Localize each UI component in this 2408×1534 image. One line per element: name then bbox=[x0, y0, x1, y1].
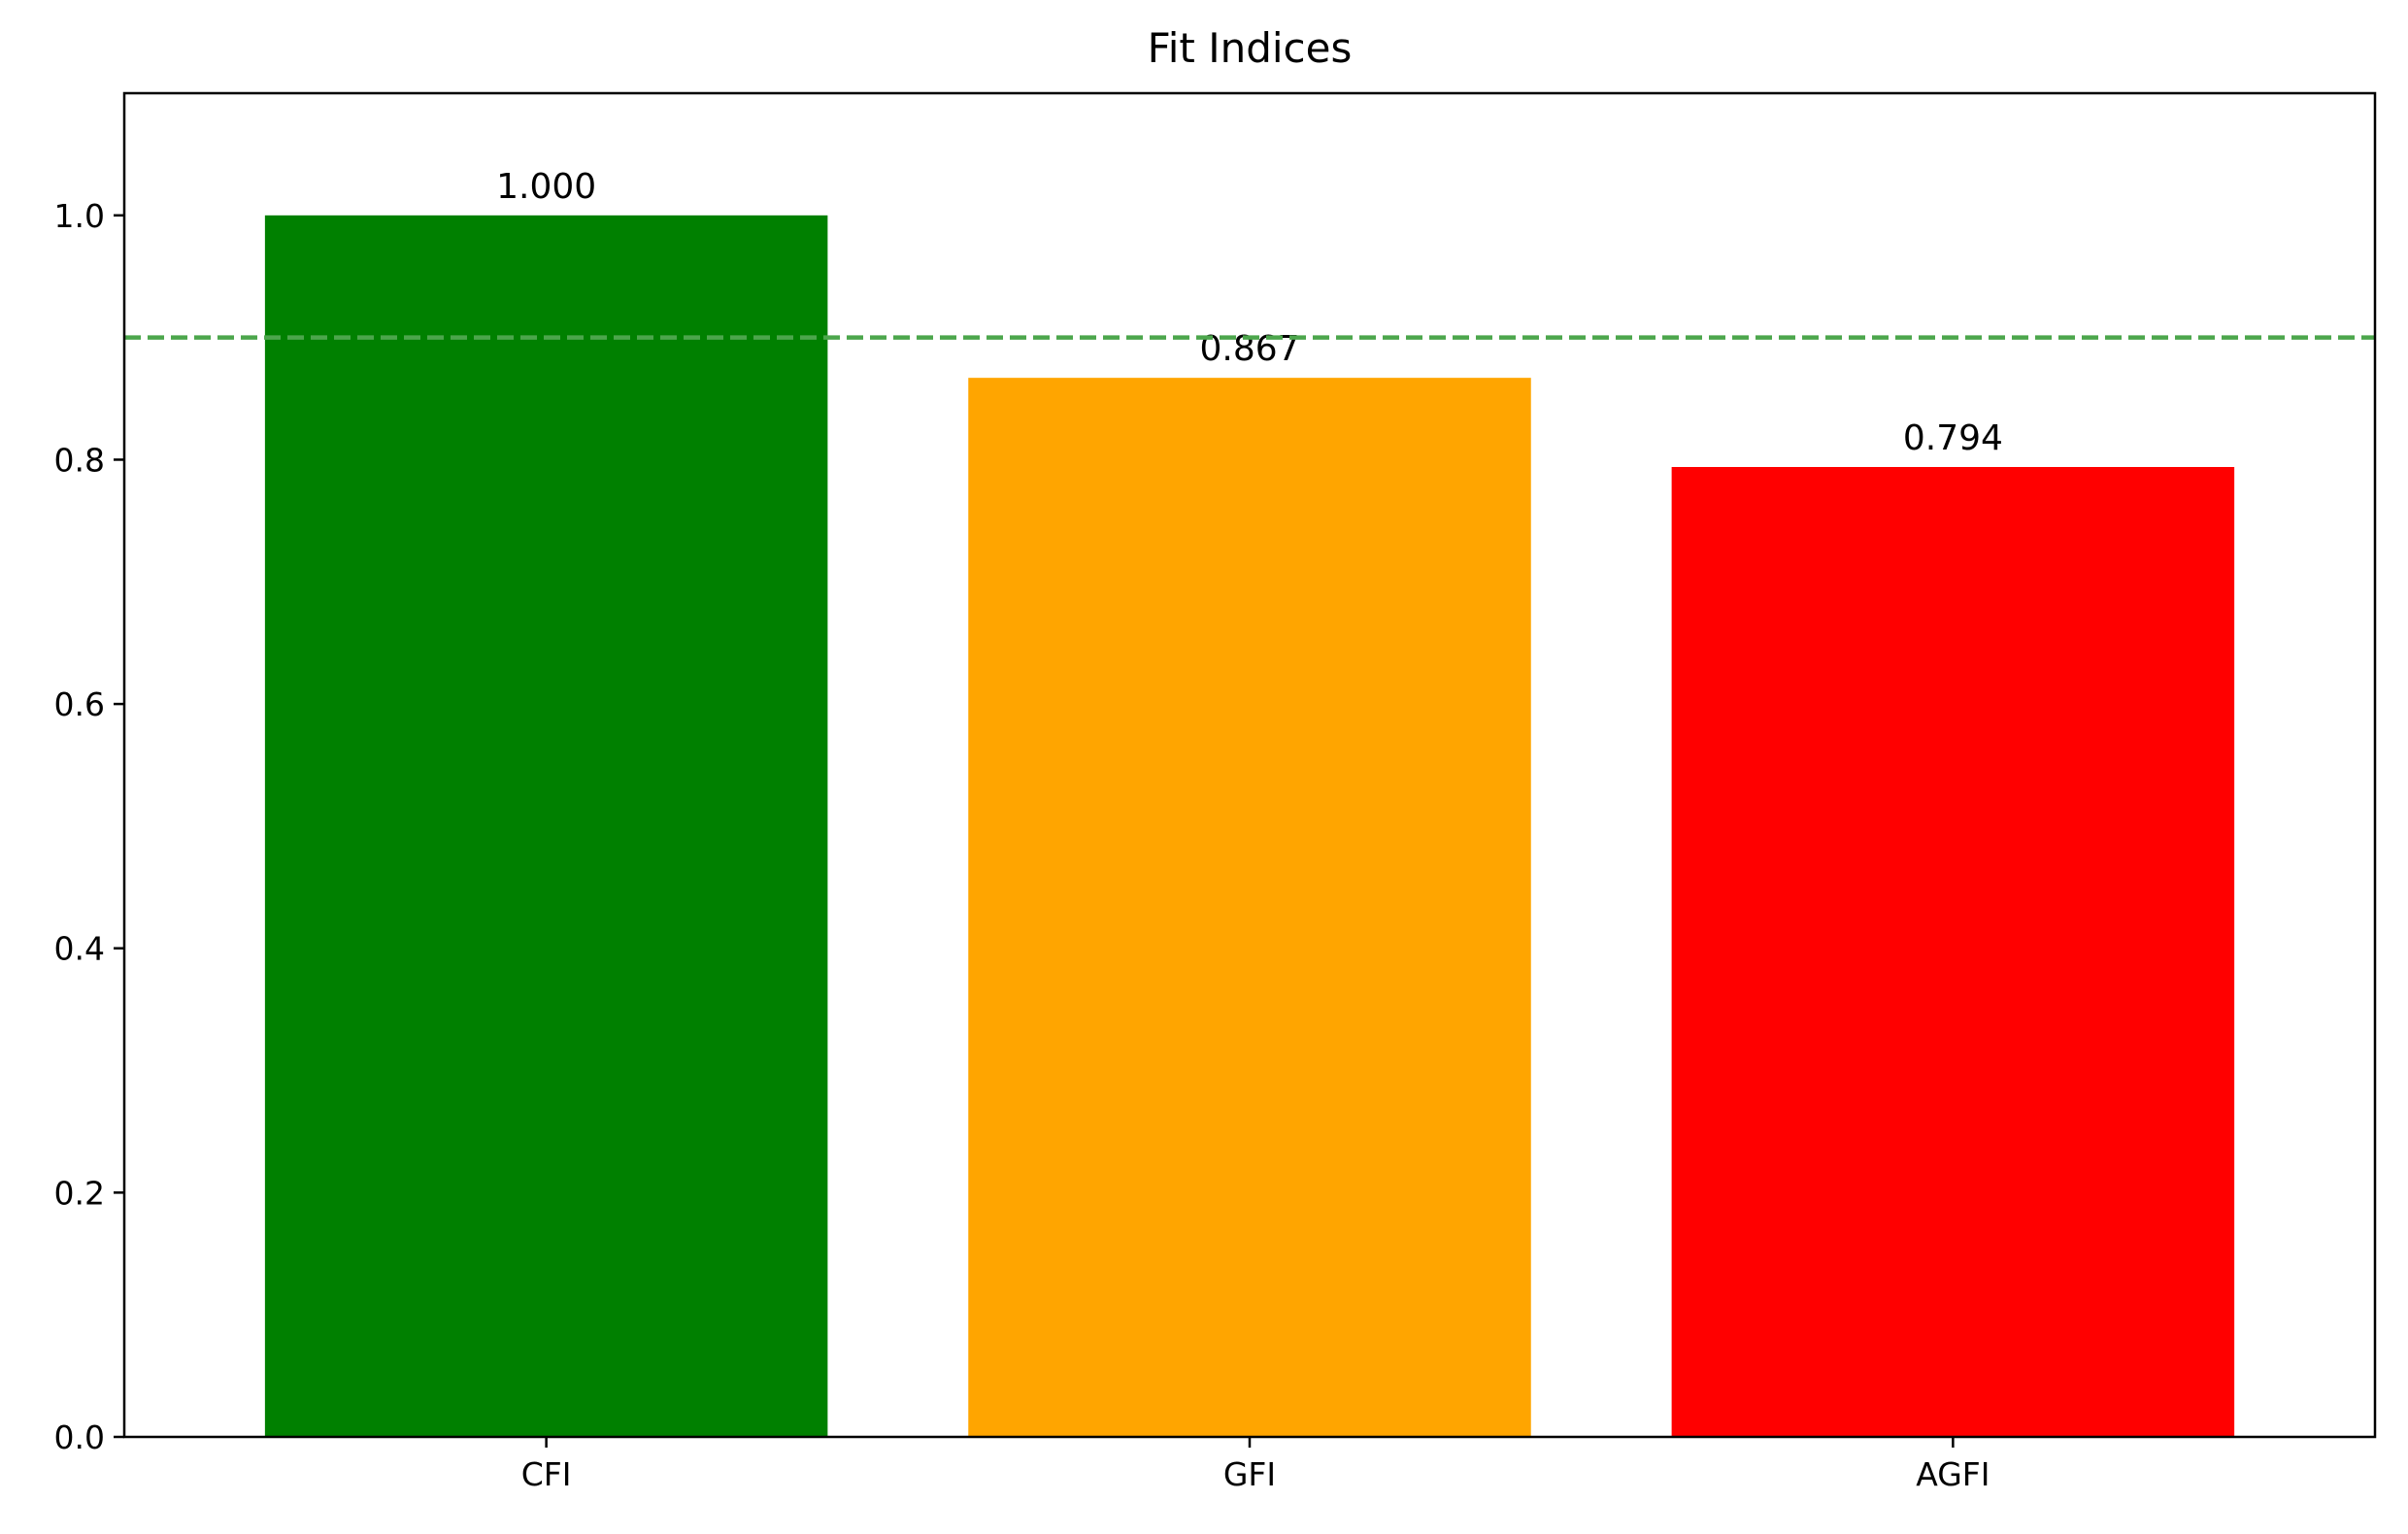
y-axis: 0.0 0.2 0.4 0.6 0.8 1.0 bbox=[54, 197, 124, 1456]
x-tick-label-agfi: AGFI bbox=[1916, 1455, 1990, 1493]
y-tick-label: 0.0 bbox=[54, 1418, 105, 1456]
x-tick-label-gfi: GFI bbox=[1223, 1455, 1276, 1493]
bars-group bbox=[264, 215, 2235, 1438]
bar-gfi bbox=[968, 378, 1531, 1437]
y-tick-label: 0.6 bbox=[54, 685, 105, 723]
bar-value-label-cfi: 1.000 bbox=[496, 167, 596, 207]
y-tick-label: 0.2 bbox=[54, 1174, 105, 1212]
y-tick-label: 0.8 bbox=[54, 441, 105, 479]
bar-agfi bbox=[1671, 467, 2235, 1437]
chart-title: Fit Indices bbox=[1148, 24, 1353, 72]
y-tick-label: 1.0 bbox=[54, 197, 105, 235]
plot-area: 1.000 0.867 0.794 bbox=[122, 91, 2377, 1439]
bar-value-label-gfi: 0.867 bbox=[1199, 329, 1299, 369]
x-axis: CFI GFI AGFI bbox=[521, 1437, 1990, 1493]
x-tick-label-cfi: CFI bbox=[521, 1455, 572, 1493]
y-tick-label: 0.4 bbox=[54, 930, 105, 968]
bar-cfi bbox=[264, 215, 828, 1438]
bar-value-labels: 1.000 0.867 0.794 bbox=[496, 167, 2003, 458]
bar-value-label-agfi: 0.794 bbox=[1903, 418, 2003, 458]
